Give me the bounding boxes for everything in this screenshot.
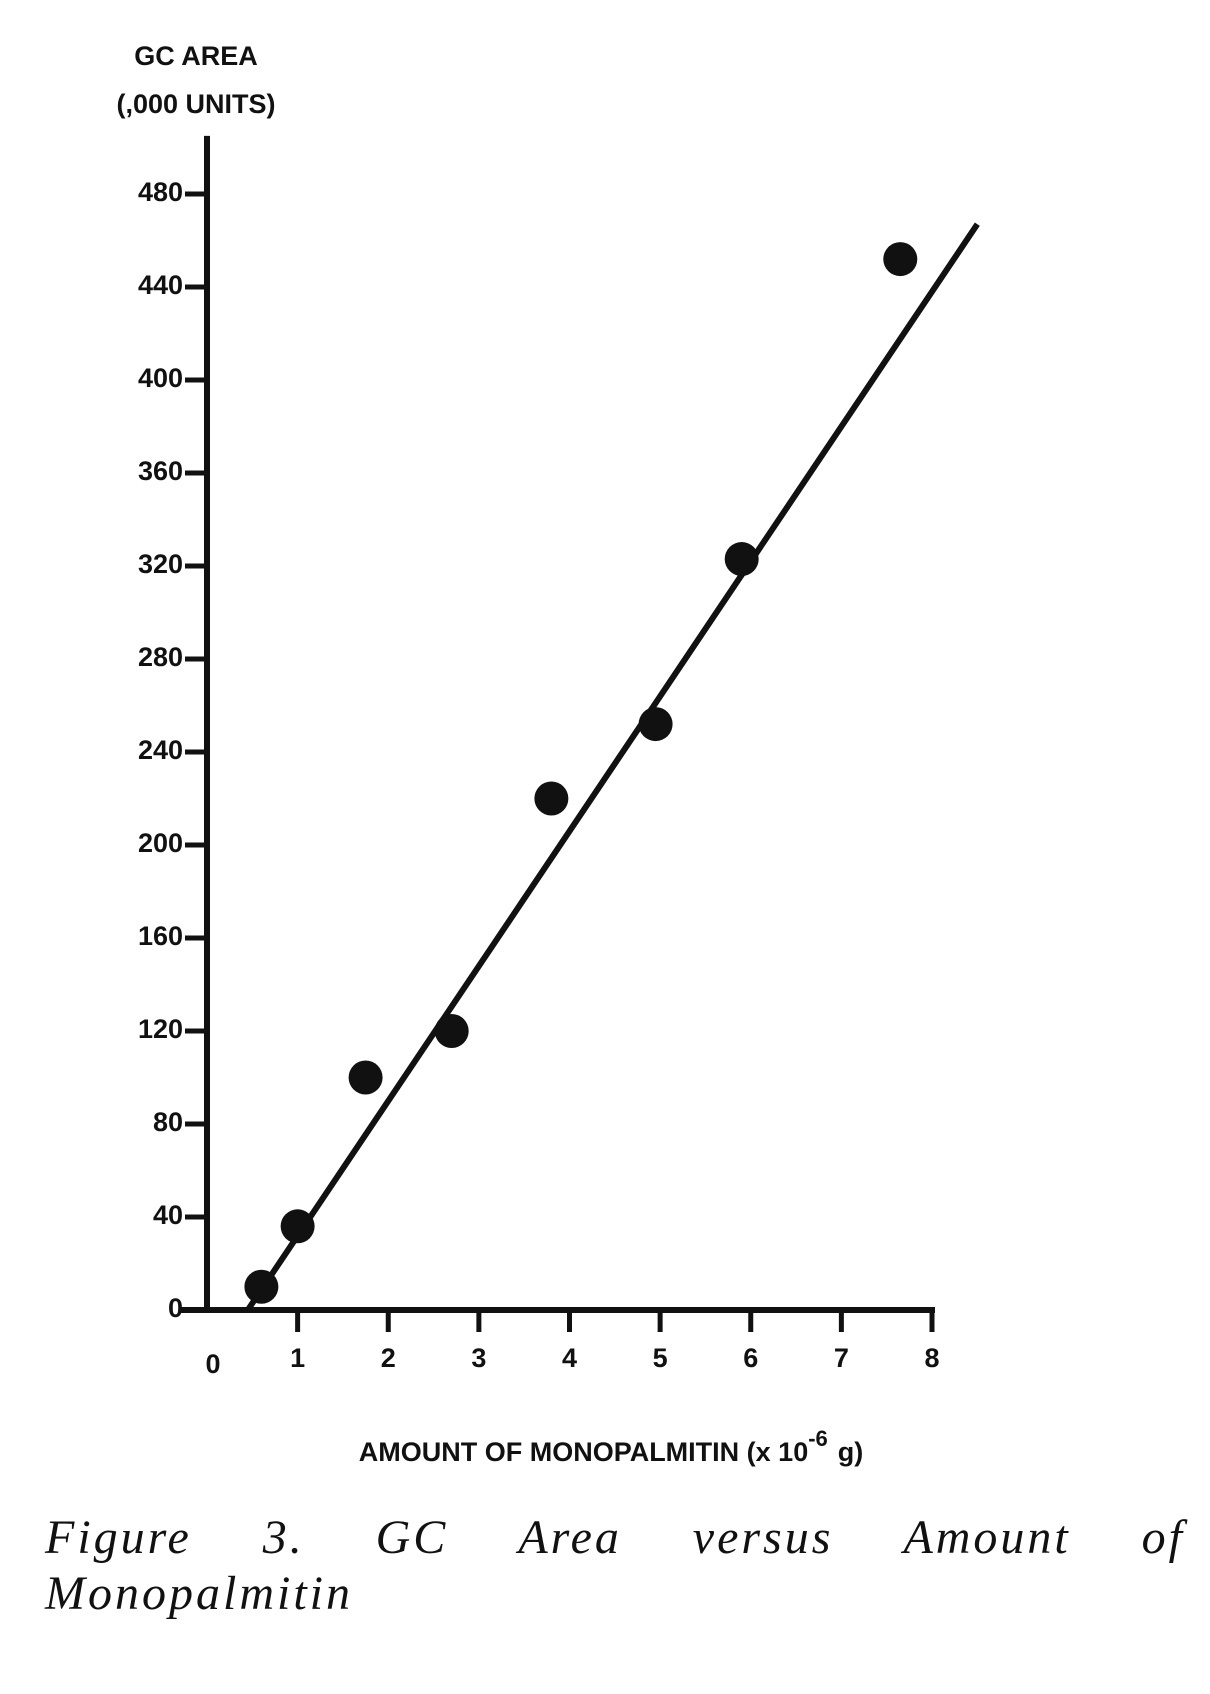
data-point [280, 1209, 315, 1244]
y-axis-label: (,000 UNITS) [116, 89, 275, 119]
x-tick-label: 8 [924, 1343, 939, 1373]
x-axis-label-text: AMOUNT OF MONOPALMITIN (x 10 [359, 1437, 809, 1467]
chart: GC AREA (,000 UNITS) AMOUNT OF MONOPALMI… [116, 41, 980, 1467]
y-tick-label: 440 [138, 270, 183, 300]
x-tick-label: 2 [381, 1343, 396, 1373]
figure-caption: Figure 3. GC Area versus Amount of Monop… [45, 1511, 1185, 1620]
x-tick-label: 3 [471, 1343, 486, 1373]
data-point [883, 242, 918, 277]
data-point [434, 1014, 469, 1048]
fit-line [245, 222, 980, 1312]
data-point [348, 1060, 383, 1095]
y-tick-label: 320 [138, 549, 183, 579]
y-tick-label: 160 [138, 921, 183, 951]
y-tick-label: 480 [138, 177, 183, 207]
x-axis-label-unit: g) [838, 1437, 863, 1467]
x-tick-label: 5 [653, 1343, 668, 1373]
y-tick-label: 80 [153, 1107, 183, 1137]
y-tick-label: 240 [138, 735, 183, 765]
data-point [244, 1269, 279, 1304]
y-tick-label: 0 [168, 1293, 183, 1323]
data-point [534, 781, 569, 816]
y-tick-label: 200 [138, 828, 183, 858]
y-tick-label: 400 [138, 363, 183, 393]
y-tick-label: 40 [153, 1200, 183, 1230]
y-axis-label: GC AREA [134, 41, 258, 71]
x-tick-label: 6 [743, 1343, 758, 1373]
x-axis-label: AMOUNT OF MONOPALMITIN (x 10-6 g) [359, 1426, 864, 1467]
data-point [724, 542, 759, 577]
x-tick-label: 0 [205, 1349, 220, 1379]
x-tick-label: 7 [834, 1343, 849, 1373]
y-tick-label: 360 [138, 456, 183, 486]
x-axis-label-exponent: -6 [808, 1426, 828, 1451]
y-tick-label: 280 [138, 642, 183, 672]
data-point [638, 707, 673, 742]
y-tick-label: 120 [138, 1014, 183, 1044]
x-tick-label: 4 [562, 1343, 577, 1373]
x-tick-label: 1 [290, 1343, 305, 1373]
